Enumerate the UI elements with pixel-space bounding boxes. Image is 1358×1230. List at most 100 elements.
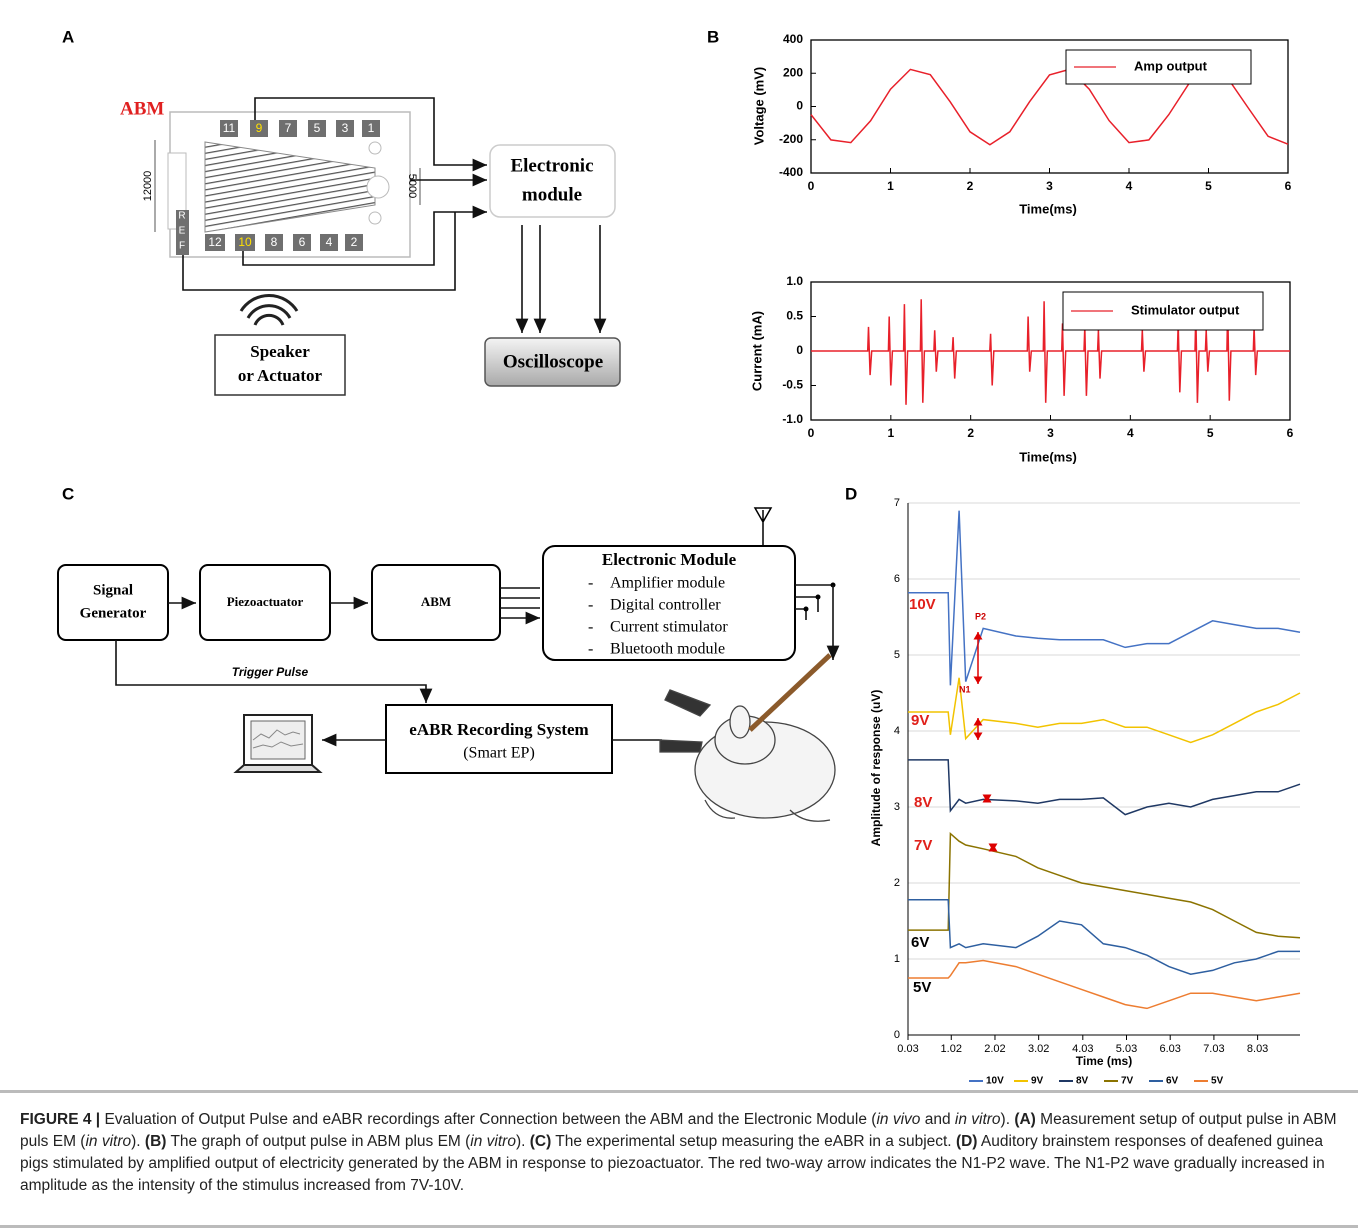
box-label: Generator [80, 605, 147, 621]
x-tick-label: 2 [967, 426, 974, 440]
speaker-box [214, 334, 346, 396]
caption-part: The graph of output pulse in ABM plus EM… [166, 1133, 471, 1150]
series-line [908, 759, 1301, 816]
dimension: 12000 [142, 171, 154, 202]
caption: FIGURE 4 | Evaluation of Output Pulse an… [0, 1090, 1358, 1228]
y-tick-label: -1.0 [782, 412, 803, 426]
x-tick-label: 2.02 [984, 1043, 1005, 1055]
d-annotations: 10V 9V 8V 7V 6V 5V N1 P2 [909, 596, 998, 996]
x-axis-title: Time(ms) [1019, 449, 1077, 464]
y-tick-label: -0.5 [782, 378, 803, 392]
y-axis-title: Amplitude of response (uV) [869, 690, 883, 847]
antenna [753, 507, 773, 546]
diagram-a: ABM 12000 5000 11 9 7 5 3 1 [120, 97, 621, 396]
speaker-label: Speaker [250, 342, 310, 361]
legend-label: Stimulator output [1131, 302, 1240, 317]
node [815, 594, 821, 600]
diagram-c: Signal Generator Piezoactuator ABM Elect… [57, 507, 840, 822]
ref-label: F [179, 241, 185, 252]
panel-label: C [62, 484, 74, 503]
ref-label: R [178, 211, 185, 222]
recording-sub: (Smart EP) [463, 745, 535, 762]
recording-label: eABR Recording System [409, 720, 588, 739]
pin [235, 234, 255, 251]
oscilloscope-label: Oscilloscope [503, 351, 603, 372]
bullet: - [588, 597, 593, 614]
x-tick-label: 1 [887, 179, 894, 193]
bullet: - [588, 619, 593, 636]
x-tick-label: 5.03 [1116, 1043, 1137, 1055]
y-tick-label: -400 [779, 165, 803, 179]
x-tick-label: 1.02 [941, 1043, 962, 1055]
electrode-array [204, 141, 376, 233]
series-line [908, 959, 1301, 1010]
caption-part: Auditory brainstem responses of deafened… [20, 1133, 1325, 1194]
oscilloscope-box [484, 337, 621, 387]
x-tick-label: 3 [1047, 426, 1054, 440]
y-tick-label: 1.0 [786, 274, 803, 288]
signal-generator-box [57, 564, 169, 641]
legend-label: 10V [986, 1076, 1004, 1087]
y-tick-label: 6 [894, 573, 900, 585]
pin-label: 3 [342, 121, 349, 135]
pin-label: 2 [351, 235, 358, 249]
pin [250, 120, 268, 137]
x-tick-label: 5 [1207, 426, 1214, 440]
pin-label: 4 [326, 235, 333, 249]
x-tick-label: 4.03 [1072, 1043, 1093, 1055]
hole [366, 175, 390, 199]
plot-frame [810, 39, 1289, 174]
y-tick-label: 3 [894, 801, 900, 813]
pin [362, 120, 380, 137]
y-tick-label: 400 [783, 32, 803, 46]
x-tick-label: 0 [808, 426, 815, 440]
caption-part: in vivo [876, 1111, 921, 1128]
bullet: - [588, 575, 593, 592]
panel-label: B [707, 27, 719, 46]
annotation: 10V [909, 596, 936, 613]
caption-part: ). [1000, 1111, 1015, 1128]
guinea-pig [659, 653, 836, 822]
pin [320, 234, 338, 251]
caption-part: (C) [529, 1133, 552, 1150]
pin [205, 234, 225, 251]
pin [308, 120, 326, 137]
x-axis-title: Time(ms) [1019, 201, 1077, 216]
caption-part: (D) [955, 1133, 978, 1150]
x-tick-label: 2 [967, 179, 974, 193]
caption-part: in vitro [85, 1133, 132, 1150]
electronic-module-box [489, 144, 616, 218]
module-label: Electronic [510, 155, 593, 176]
top-pins: 11 9 7 5 3 1 [220, 120, 380, 137]
series-line [908, 898, 1300, 975]
caption-part: (B) [144, 1133, 167, 1150]
wire [254, 97, 487, 172]
x-tick-label: 1 [887, 426, 894, 440]
annotation: 9V [911, 712, 929, 729]
annotation: 5V [913, 979, 931, 996]
x-tick-label: 4 [1126, 179, 1133, 193]
pin-label: 5 [314, 121, 321, 135]
series-line [908, 677, 1301, 744]
x-tick-label: 7.03 [1203, 1043, 1224, 1055]
annotation: 8V [914, 794, 932, 811]
pin [293, 234, 311, 251]
y-tick-label: 0 [796, 99, 803, 113]
legend-label: Amp output [1134, 58, 1208, 73]
ref-label: E [179, 226, 186, 237]
y-tick-label: 0 [796, 343, 803, 357]
caption-part: FIGURE 4 | [20, 1111, 101, 1128]
legend-label: 7V [1121, 1076, 1134, 1087]
caption-part: Measurement setup of output pulse in ABM… [20, 1111, 1337, 1150]
x-tick-label: 3.02 [1028, 1043, 1049, 1055]
panel-label: A [62, 27, 74, 46]
pin-label: 8 [271, 235, 278, 249]
pin-label: 6 [299, 235, 306, 249]
y-tick-label: 5 [894, 649, 900, 661]
caption-part: and [920, 1111, 955, 1128]
module-item: Current stimulator [610, 619, 728, 636]
series-line [811, 299, 1290, 405]
pin [279, 120, 297, 137]
dimension: 5000 [406, 174, 418, 198]
